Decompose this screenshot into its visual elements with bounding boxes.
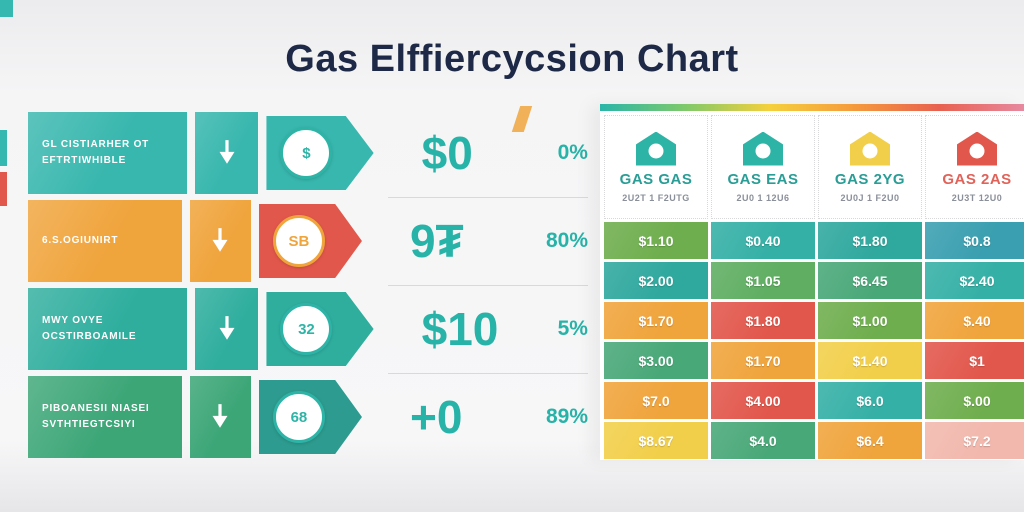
rainbow-gradient-bar bbox=[600, 104, 1024, 111]
badge: SB bbox=[272, 215, 325, 267]
arrow-marker: SB bbox=[258, 200, 362, 282]
row-value: +0 bbox=[409, 391, 463, 443]
row-label: MWY OVYE OCSTIRBOAMILE bbox=[28, 288, 187, 370]
column-subtitle: 2U0 1 12U6 bbox=[736, 192, 790, 203]
row-percent: 80% bbox=[545, 229, 588, 252]
price-cell: $1 bbox=[925, 342, 1024, 379]
column-header: GAS 2AS 2U3T 12U0 bbox=[925, 115, 1024, 219]
badge: $ bbox=[280, 127, 333, 179]
row-divider bbox=[388, 373, 588, 374]
gas-house-icon bbox=[957, 131, 997, 166]
price-cell: $.00 bbox=[925, 382, 1024, 419]
arrow-marker: $ bbox=[266, 112, 374, 194]
column-subtitle: 2U2T 1 F2UTG bbox=[622, 192, 690, 203]
down-arrow-icon bbox=[189, 200, 251, 282]
row-label: 6.S.OGIUNIRT bbox=[28, 200, 182, 282]
price-cell: $1.05 bbox=[711, 262, 815, 299]
column-subtitle: 2U0J 1 F2U0 bbox=[840, 192, 900, 203]
row-label: PIBOANESII NIASEI SVTHTIEGTCSIYI bbox=[28, 376, 182, 458]
price-cell: $6.0 bbox=[818, 382, 922, 419]
value-area: $10 5% bbox=[374, 288, 588, 370]
left-summary-table: GL CISTIARHER OT EFTRTIWHIBLE $ $0 0% 6.… bbox=[28, 112, 588, 458]
badge: 32 bbox=[280, 303, 333, 355]
table-row: GL CISTIARHER OT EFTRTIWHIBLE $ $0 0% bbox=[28, 112, 588, 198]
row-value: $10 bbox=[421, 303, 499, 355]
table-row: 6.S.OGIUNIRT SB 9₮ 80% bbox=[28, 200, 588, 286]
gas-house-icon bbox=[850, 131, 890, 166]
value-area: 9₮ 80% bbox=[362, 200, 588, 282]
price-cell: $1.80 bbox=[818, 222, 922, 259]
column-title: GAS GAS bbox=[619, 170, 693, 188]
edge-accent-teal-mid bbox=[0, 130, 7, 166]
down-arrow-icon bbox=[194, 112, 259, 194]
price-cell: $3.00 bbox=[604, 342, 708, 379]
column-title: GAS 2AS bbox=[942, 170, 1012, 188]
price-cell: $.40 bbox=[925, 302, 1024, 339]
price-cell: $6.45 bbox=[818, 262, 922, 299]
price-cell: $1.70 bbox=[711, 342, 815, 379]
row-percent: 5% bbox=[557, 317, 588, 340]
row-label: GL CISTIARHER OT EFTRTIWHIBLE bbox=[28, 112, 187, 194]
price-cell: $2.40 bbox=[925, 262, 1024, 299]
down-arrow-icon bbox=[189, 376, 251, 458]
price-cell: $0.40 bbox=[711, 222, 815, 259]
price-cell: $7.2 bbox=[925, 422, 1024, 459]
arrow-marker: 68 bbox=[258, 376, 362, 458]
badge: 68 bbox=[272, 391, 325, 443]
down-arrow-icon bbox=[194, 288, 259, 370]
column-title: GAS 2YG bbox=[834, 170, 906, 188]
price-cell: $4.00 bbox=[711, 382, 815, 419]
gas-house-icon bbox=[636, 131, 676, 166]
price-cell: $6.4 bbox=[818, 422, 922, 459]
column-subtitle: 2U3T 12U0 bbox=[951, 192, 1003, 203]
price-cell: $1.80 bbox=[711, 302, 815, 339]
column-title: GAS EAS bbox=[727, 170, 799, 188]
edge-accent-teal-top bbox=[0, 0, 13, 17]
row-percent: 0% bbox=[557, 141, 588, 164]
row-value: 9₮ bbox=[409, 215, 464, 267]
price-cell: $0.8 bbox=[925, 222, 1024, 259]
arrow-marker: 32 bbox=[266, 288, 374, 370]
row-divider bbox=[388, 285, 588, 286]
price-cell: $1.40 bbox=[818, 342, 922, 379]
price-cell: $1.70 bbox=[604, 302, 708, 339]
column-header: GAS 2YG 2U0J 1 F2U0 bbox=[818, 115, 922, 219]
price-cell: $1.10 bbox=[604, 222, 708, 259]
edge-accent-red bbox=[0, 172, 7, 206]
grid: GAS GAS 2U2T 1 F2UTG GAS EAS 2U0 1 12U6 … bbox=[604, 115, 1024, 459]
table-row: MWY OVYE OCSTIRBOAMILE 32 $10 5% bbox=[28, 288, 588, 374]
price-cell: $2.00 bbox=[604, 262, 708, 299]
table-row: PIBOANESII NIASEI SVTHTIEGTCSIYI 68 +0 8… bbox=[28, 376, 588, 458]
gas-house-icon bbox=[743, 131, 783, 166]
column-header: GAS EAS 2U0 1 12U6 bbox=[711, 115, 815, 219]
price-cell: $8.67 bbox=[604, 422, 708, 459]
value-area: +0 89% bbox=[362, 376, 588, 458]
price-comparison-grid: GAS GAS 2U2T 1 F2UTG GAS EAS 2U0 1 12U6 … bbox=[600, 104, 1024, 460]
row-percent: 89% bbox=[545, 405, 588, 428]
price-cell: $1.00 bbox=[818, 302, 922, 339]
price-cell: $4.0 bbox=[711, 422, 815, 459]
row-value: $0 bbox=[421, 127, 473, 179]
column-header: GAS GAS 2U2T 1 F2UTG bbox=[604, 115, 708, 219]
row-divider bbox=[388, 197, 588, 198]
value-area: $0 0% bbox=[374, 112, 588, 194]
price-cell: $7.0 bbox=[604, 382, 708, 419]
page-title: Gas Elffiercycsion Chart bbox=[285, 38, 739, 80]
